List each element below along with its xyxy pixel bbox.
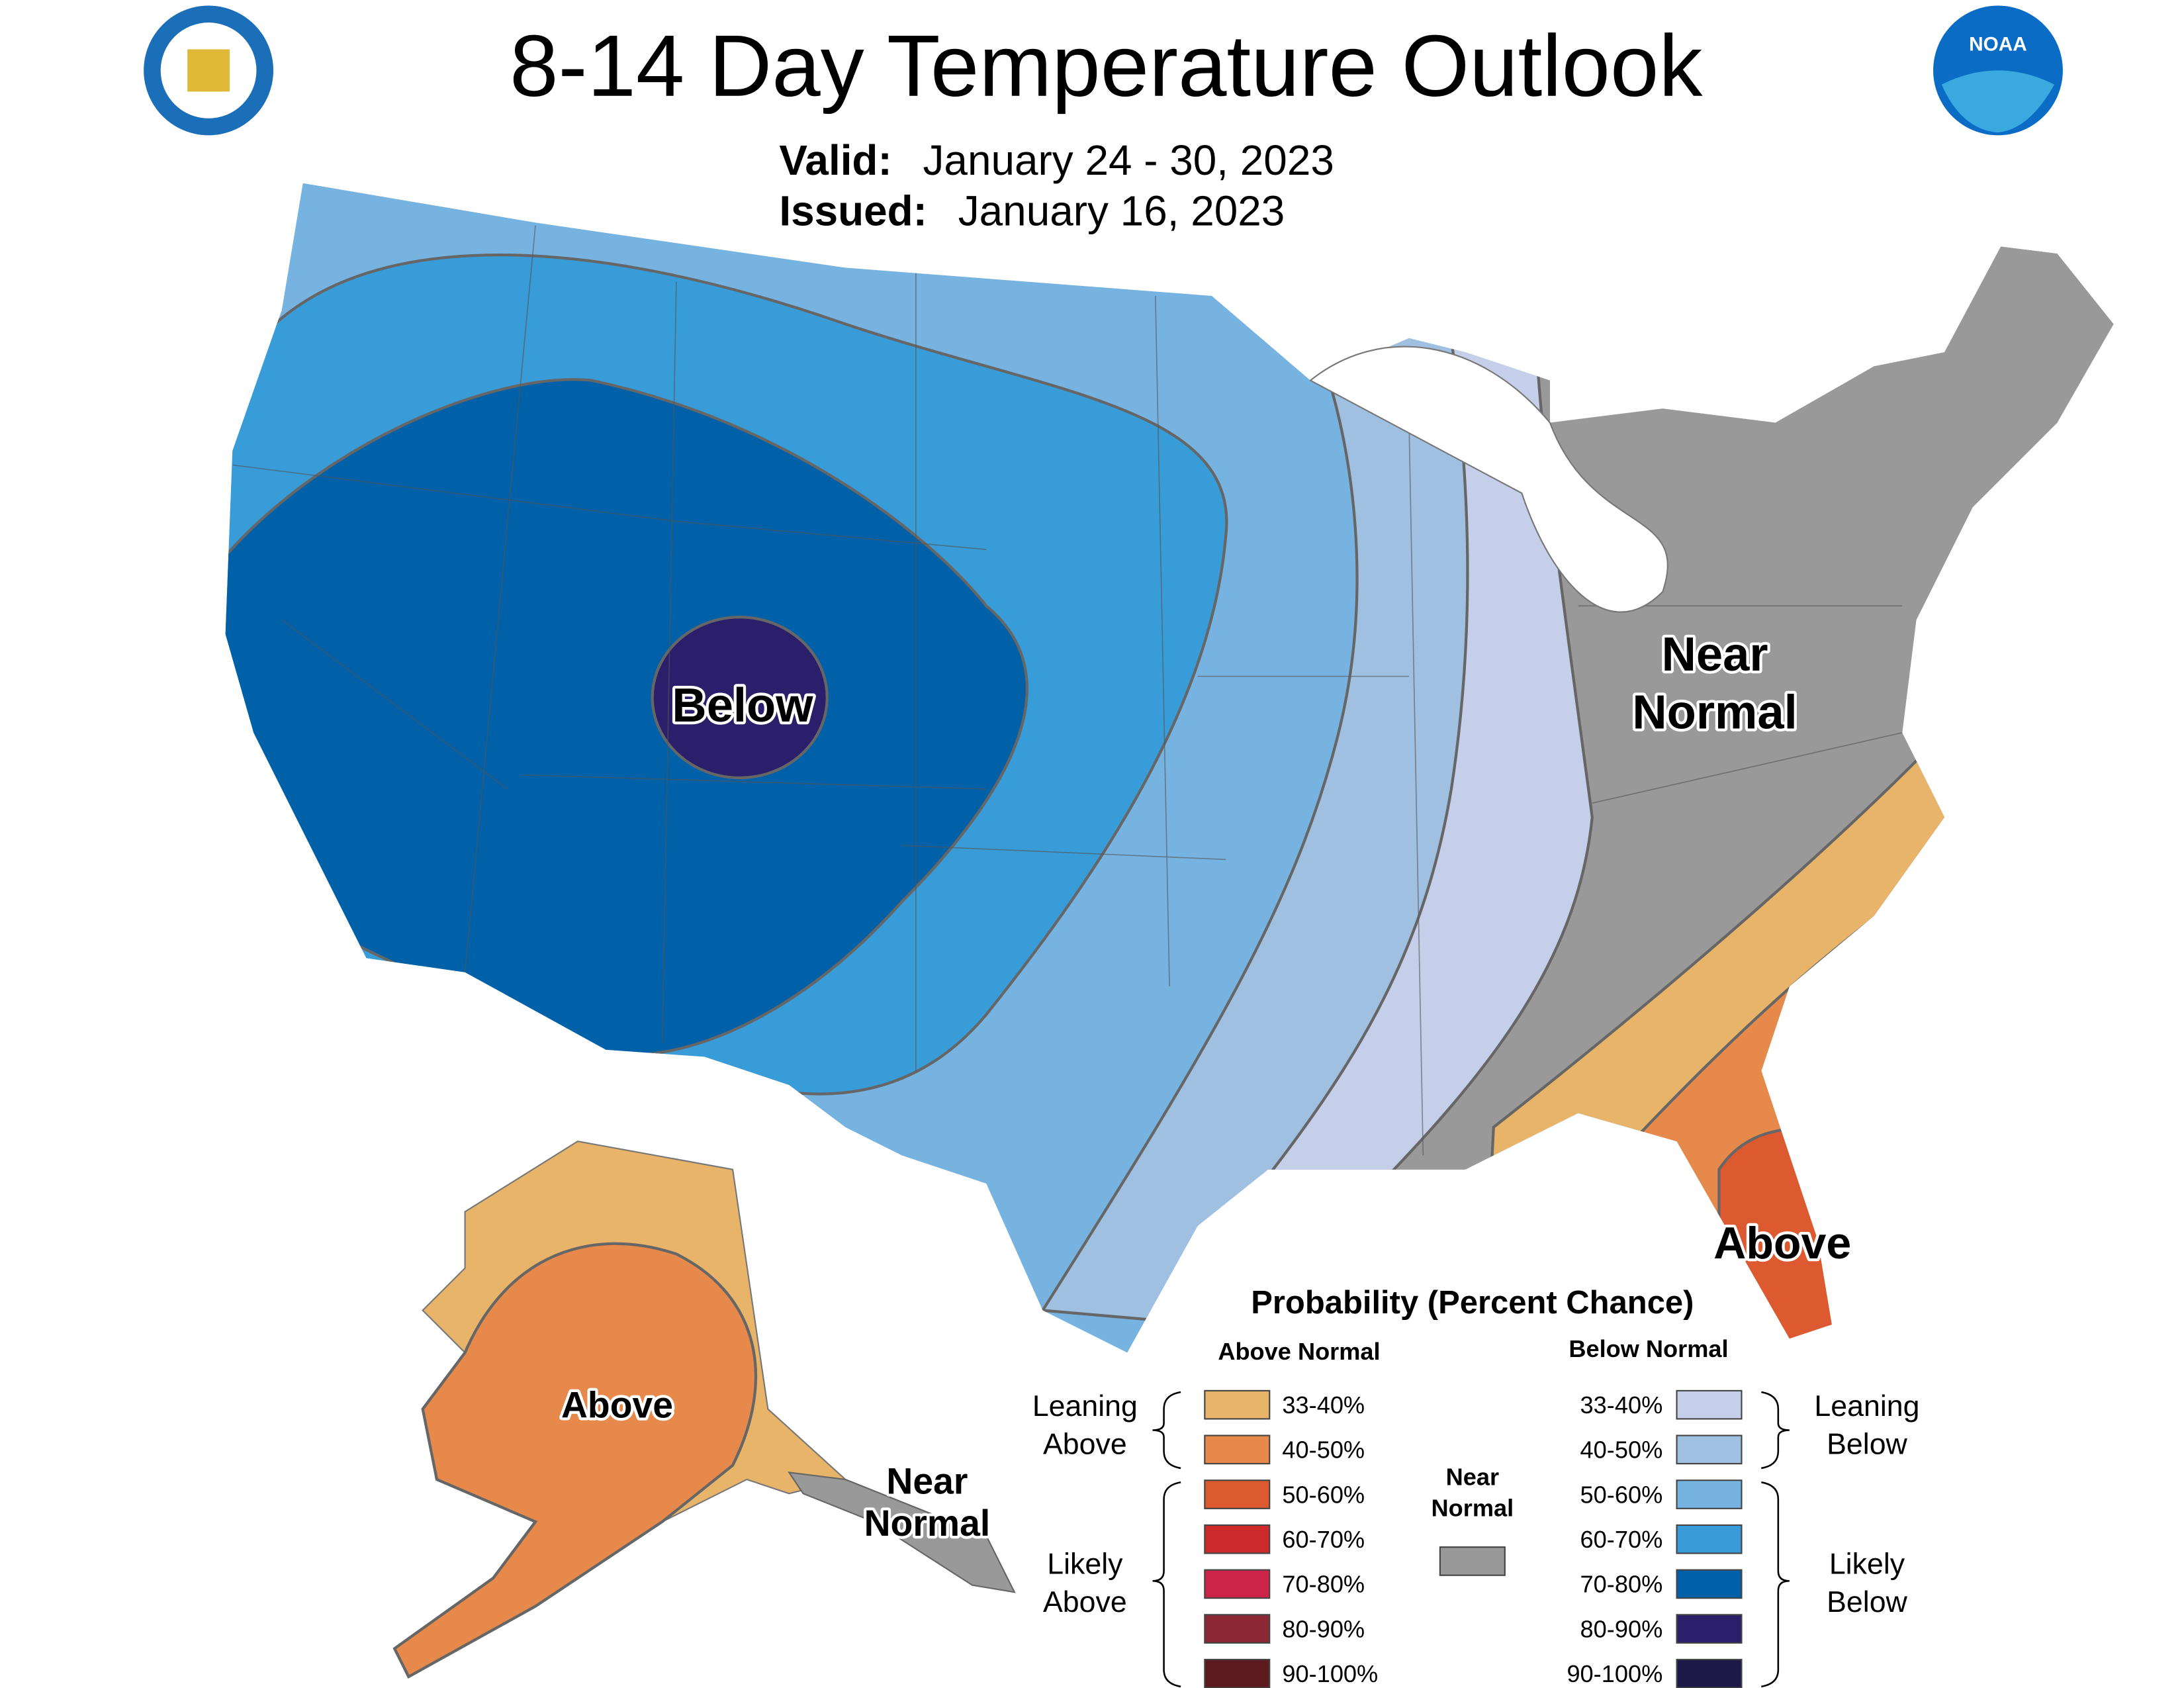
swatch: [1204, 1524, 1271, 1554]
group-label: Likely: [1047, 1548, 1123, 1581]
valid-date: January 24 - 30, 2023: [923, 136, 1334, 184]
swatch-label: 60-70%: [1580, 1526, 1663, 1553]
zone-below-80-90: [651, 616, 829, 780]
swatch: [1204, 1389, 1271, 1420]
great-lakes: [1309, 346, 1668, 613]
label-near: Near: [1662, 628, 1768, 681]
swatch-label: 80-90%: [1580, 1615, 1663, 1642]
swatch-label: 33-40%: [1282, 1391, 1365, 1419]
swatch-label: 40-50%: [1580, 1436, 1663, 1464]
group-label: Leaning: [1814, 1390, 1919, 1423]
swatch: [1204, 1658, 1271, 1688]
swatch: [1204, 1614, 1271, 1644]
group-label: Likely: [1829, 1548, 1905, 1581]
swatch: [1676, 1614, 1743, 1644]
swatch-label: 70-80%: [1580, 1571, 1663, 1598]
label-normal: Normal: [1632, 685, 1797, 739]
noaa-logo: NOAA: [1933, 5, 2063, 136]
swatch: [1676, 1524, 1743, 1554]
below-heading: Below Normal: [1569, 1335, 1728, 1362]
swatch: [1439, 1546, 1506, 1576]
swatch-label: 40-50%: [1282, 1436, 1365, 1464]
swatch: [1676, 1658, 1743, 1688]
alaska: [392, 1141, 1016, 1679]
swatch: [1676, 1434, 1743, 1465]
swatch-label: 50-60%: [1580, 1481, 1663, 1508]
legend-title: Probability (Percent Chance): [1251, 1285, 1694, 1321]
swatch-label: 90-100%: [1567, 1660, 1662, 1687]
label-above-ak: Above: [561, 1384, 673, 1425]
label-normal-ak: Normal: [864, 1503, 991, 1544]
swatch: [1204, 1569, 1271, 1599]
label-below: Below: [672, 679, 813, 732]
swatch: [1676, 1389, 1743, 1420]
swatch: [1676, 1479, 1743, 1509]
issued-date: January 16, 2023: [958, 187, 1285, 235]
swatch: [1204, 1479, 1271, 1509]
group-label: Above: [1043, 1586, 1127, 1618]
group-label: Leaning: [1032, 1390, 1138, 1423]
swatch: [1204, 1434, 1271, 1465]
legend-brackets: [1152, 1391, 1790, 1688]
group-label: Below: [1827, 1429, 1907, 1461]
swatch-label: 60-70%: [1282, 1526, 1365, 1553]
group-label: Below: [1827, 1586, 1907, 1618]
swatch-label: 50-60%: [1282, 1481, 1365, 1508]
issued-label: Issued:: [779, 187, 927, 235]
near-label: Near: [1446, 1463, 1499, 1490]
label-above-fl: Above: [1713, 1218, 1851, 1268]
swatch-label: 33-40%: [1580, 1391, 1663, 1419]
label-near-ak: Near: [886, 1460, 968, 1501]
title: 8-14 Day Temperature Outlook: [510, 17, 1703, 115]
legend: Probability (Percent Chance) Above Norma…: [1032, 1285, 1920, 1688]
noaa-text: NOAA: [1969, 34, 2027, 56]
valid-label: Valid:: [779, 136, 891, 184]
swatch-label: 70-80%: [1282, 1571, 1365, 1598]
conus: [225, 183, 2114, 1353]
swatch-label: 80-90%: [1282, 1615, 1365, 1642]
swatch: [1676, 1569, 1743, 1599]
commerce-logo: [144, 5, 274, 136]
near-label: Normal: [1432, 1494, 1514, 1521]
swatch-label: 90-100%: [1282, 1660, 1378, 1687]
group-label: Above: [1043, 1429, 1127, 1461]
above-heading: Above Normal: [1218, 1338, 1380, 1365]
